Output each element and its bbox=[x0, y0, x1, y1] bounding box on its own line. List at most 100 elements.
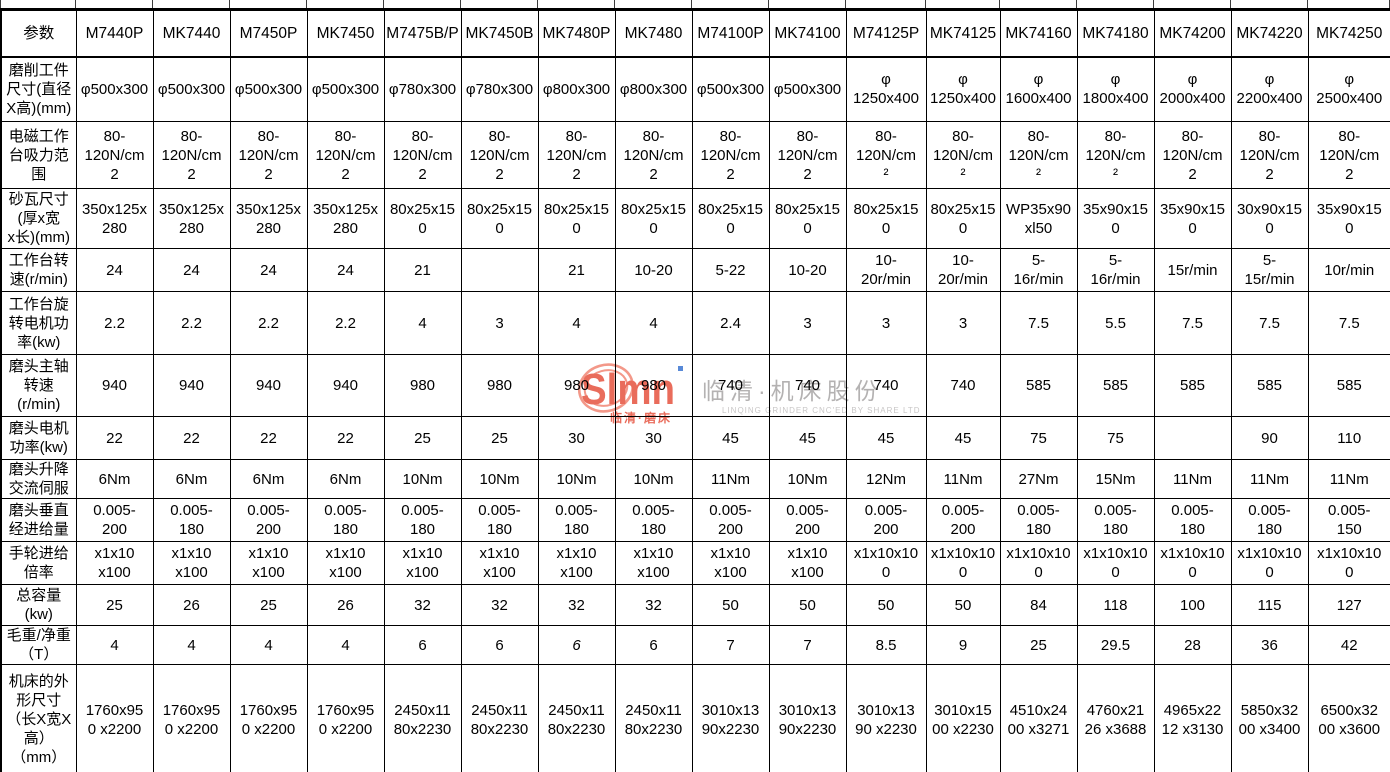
table-wrap: Slmn 临清·磨床 临清·机床股份 LINQING GRINDER CNC'E… bbox=[0, 8, 1390, 772]
spec-cell: 4760x21 26 x3688 bbox=[1076, 664, 1155, 772]
spec-cell: 0.005- 200 bbox=[768, 498, 847, 542]
spec-cell: 1760x95 0 x2200 bbox=[75, 664, 154, 772]
spec-cell: 6 bbox=[460, 625, 539, 665]
spec-cell: 80x25x15 0 bbox=[383, 188, 462, 249]
spec-cell: 6Nm bbox=[229, 459, 308, 499]
top-border-stubs bbox=[0, 0, 1390, 8]
row-label: 电磁工作 台吸力范 围 bbox=[0, 121, 77, 189]
row-label: 磨头升降 交流伺服 bbox=[0, 459, 77, 499]
spec-cell: 45 bbox=[925, 416, 1001, 460]
spec-cell: 24 bbox=[75, 248, 154, 292]
spec-cell: φ800x300 bbox=[614, 56, 693, 122]
spec-cell: 350x125x 280 bbox=[75, 188, 154, 249]
gridline-stub bbox=[614, 0, 615, 8]
spec-cell: 11Nm bbox=[1230, 459, 1309, 499]
spec-cell: 25 bbox=[460, 416, 539, 460]
spec-cell: x1x10x10 0 bbox=[1230, 541, 1309, 585]
column-header-m7475b-p: M7475B/P bbox=[383, 8, 462, 58]
spec-cell: 0.005- 200 bbox=[691, 498, 770, 542]
spec-cell: 4 bbox=[152, 625, 231, 665]
row-label: 工作台转 速(r/min) bbox=[0, 248, 77, 292]
spec-cell: φ500x300 bbox=[306, 56, 385, 122]
spec-cell: 90 bbox=[1230, 416, 1309, 460]
spec-cell: 32 bbox=[614, 584, 693, 626]
spec-cell: x1x10x10 0 bbox=[1307, 541, 1390, 585]
spec-cell: 7.5 bbox=[1153, 291, 1232, 355]
table-row: 机床的外 形尺寸 （长X宽X 高） （mm） 1760x95 0 x2200 176… bbox=[0, 664, 1390, 772]
spec-cell: 350x125x 280 bbox=[229, 188, 308, 249]
gridline-stub bbox=[925, 0, 926, 8]
spec-cell: 25 bbox=[229, 584, 308, 626]
spec-cell: 6 bbox=[537, 625, 616, 665]
spec-cell: 2.2 bbox=[152, 291, 231, 355]
spec-cell: x1x10 x100 bbox=[614, 541, 693, 585]
spec-cell: 2450x11 80x2230 bbox=[614, 664, 693, 772]
column-header-mk74200: MK74200 bbox=[1153, 8, 1232, 58]
gridline-stub bbox=[229, 0, 230, 8]
row-label: 磨头电机 功率(kw) bbox=[0, 416, 77, 460]
spec-cell: 0.005- 180 bbox=[614, 498, 693, 542]
table-row: 磨头垂直 经进给量 0.005- 200 0.005- 180 0.005- 200 0… bbox=[0, 498, 1390, 542]
spec-cell: 2.2 bbox=[229, 291, 308, 355]
spec-cell bbox=[460, 248, 539, 292]
gridline-stub bbox=[537, 0, 538, 8]
spec-cell: WP35x90 xl50 bbox=[999, 188, 1078, 249]
spec-cell: φ 2500x400 bbox=[1307, 56, 1390, 122]
spec-cell: 0.005- 180 bbox=[1076, 498, 1155, 542]
spec-cell: 29.5 bbox=[1076, 625, 1155, 665]
spec-cell: 3010x13 90x2230 bbox=[768, 664, 847, 772]
spec-cell: 940 bbox=[229, 354, 308, 417]
spec-cell: 32 bbox=[383, 584, 462, 626]
spec-cell: 0.005- 200 bbox=[845, 498, 927, 542]
spec-cell: x1x10x10 0 bbox=[845, 541, 927, 585]
spec-cell: 50 bbox=[845, 584, 927, 626]
spec-cell: 6Nm bbox=[306, 459, 385, 499]
row-label: 手轮进给 倍率 bbox=[0, 541, 77, 585]
gridline-stub bbox=[306, 0, 307, 8]
spec-cell: φ500x300 bbox=[768, 56, 847, 122]
spec-cell: x1x10 x100 bbox=[383, 541, 462, 585]
spec-cell: 940 bbox=[152, 354, 231, 417]
spec-cell: 980 bbox=[537, 354, 616, 417]
gridline-stub bbox=[691, 0, 692, 8]
spec-cell: 3 bbox=[460, 291, 539, 355]
table-row: 磨头电机 功率(kw) 22 22 22 22 25 25 30 30 45 45 45 45 75 75 9… bbox=[0, 416, 1390, 460]
column-header-mk74160: MK74160 bbox=[999, 8, 1078, 58]
spec-cell: 585 bbox=[1076, 354, 1155, 417]
spec-cell: 6 bbox=[614, 625, 693, 665]
spec-cell: 100 bbox=[1153, 584, 1232, 626]
column-header-mk7480: MK7480 bbox=[614, 8, 693, 58]
spec-cell: φ500x300 bbox=[229, 56, 308, 122]
spec-cell: 585 bbox=[1230, 354, 1309, 417]
spec-cell: 26 bbox=[306, 584, 385, 626]
spec-cell: 80- 120N/cm 2 bbox=[306, 121, 385, 189]
spec-cell: 35x90x15 0 bbox=[1153, 188, 1232, 249]
spec-cell: x1x10 x100 bbox=[229, 541, 308, 585]
spec-cell: 0.005- 180 bbox=[152, 498, 231, 542]
spec-cell: 0.005- 200 bbox=[925, 498, 1001, 542]
spec-cell: x1x10 x100 bbox=[75, 541, 154, 585]
spec-cell: φ 1250x400 bbox=[845, 56, 927, 122]
spec-cell: 0.005- 150 bbox=[1307, 498, 1390, 542]
spec-cell: 7.5 bbox=[1307, 291, 1390, 355]
spec-cell: x1x10 x100 bbox=[152, 541, 231, 585]
spec-cell: 10- 20r/min bbox=[925, 248, 1001, 292]
spec-cell: 2.2 bbox=[306, 291, 385, 355]
spec-cell: 2450x11 80x2230 bbox=[383, 664, 462, 772]
row-label: 总容量 (kw) bbox=[0, 584, 77, 626]
spec-cell: 10Nm bbox=[614, 459, 693, 499]
spec-cell: 50 bbox=[925, 584, 1001, 626]
spec-cell: φ 2200x400 bbox=[1230, 56, 1309, 122]
spec-cell: 585 bbox=[999, 354, 1078, 417]
spec-cell: 0.005- 180 bbox=[1153, 498, 1232, 542]
spec-cell: φ 1600x400 bbox=[999, 56, 1078, 122]
spec-cell: 4 bbox=[614, 291, 693, 355]
spec-cell: 350x125x 280 bbox=[152, 188, 231, 249]
spec-cell: 50 bbox=[691, 584, 770, 626]
spec-cell: 75 bbox=[1076, 416, 1155, 460]
spec-cell: 22 bbox=[306, 416, 385, 460]
spec-cell: 80x25x15 0 bbox=[925, 188, 1001, 249]
spec-cell: 21 bbox=[383, 248, 462, 292]
spec-cell: 22 bbox=[152, 416, 231, 460]
